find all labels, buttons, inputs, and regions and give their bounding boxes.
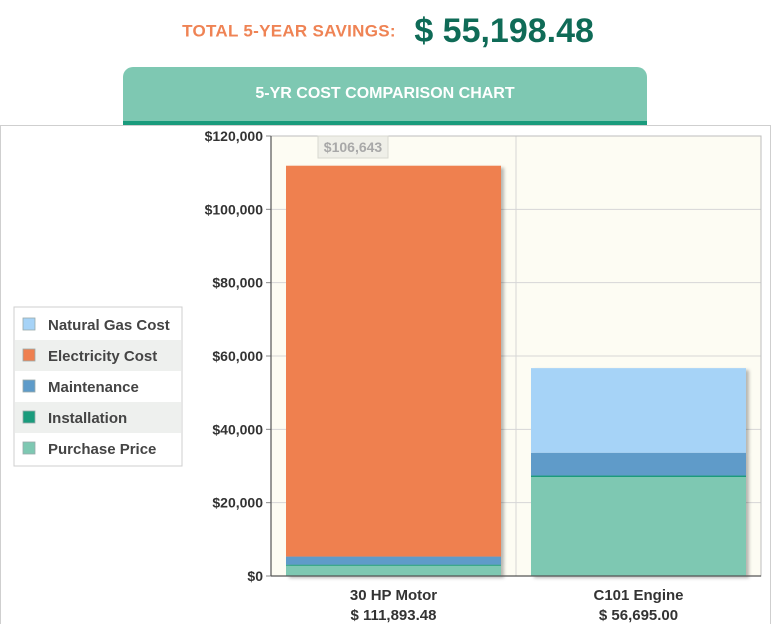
- legend-swatch-installation[interactable]: [22, 410, 36, 424]
- total-savings: TOTAL 5-YEAR SAVINGS: $ 55,198.48: [0, 12, 776, 51]
- y-tick-label: $120,000: [205, 128, 264, 144]
- y-axis: $0 $20,000 $40,000 $60,000 $80,000 $100,000 $1…: [205, 128, 272, 584]
- y-tick-label: $20,000: [212, 495, 263, 511]
- bar-segment-maintenance[interactable]: [531, 452, 746, 476]
- bar-segment-installation[interactable]: [286, 564, 501, 566]
- bar-segment-electricity-cost[interactable]: [286, 165, 501, 557]
- bar-segment-purchase-price[interactable]: [286, 565, 501, 576]
- bars: [286, 165, 746, 576]
- legend-row-stripe: [15, 340, 181, 371]
- legend-label[interactable]: Natural Gas Cost: [48, 317, 170, 334]
- y-tick-label: $40,000: [212, 421, 263, 437]
- y-tick-label: $100,000: [205, 201, 264, 217]
- legend: Natural Gas Cost Electricity Cost Maintena…: [13, 306, 183, 467]
- y-tick-label: $0: [247, 568, 263, 584]
- tab-cost-comparison-chart[interactable]: 5-YR COST COMPARISON CHART: [123, 67, 647, 126]
- legend-swatch-purchase-price[interactable]: [22, 441, 36, 455]
- tooltip-box: [317, 135, 389, 159]
- bar-segment-installation[interactable]: [531, 475, 746, 477]
- bar-segment-natural-gas-cost[interactable]: [531, 368, 746, 453]
- savings-label: TOTAL 5-YEAR SAVINGS:: [182, 21, 396, 41]
- legend-swatch-maintenance[interactable]: [22, 379, 36, 393]
- y-tick-label: $80,000: [212, 275, 263, 291]
- tooltip-text: $106,643: [324, 139, 383, 155]
- legend-label[interactable]: Installation: [48, 410, 127, 427]
- bar-stack-c101-engine[interactable]: [531, 368, 746, 576]
- category-total-label: $ 111,893.48: [351, 607, 437, 624]
- legend-frame: [13, 306, 183, 467]
- y-tick-label: $60,000: [212, 348, 263, 364]
- savings-value: $ 55,198.48: [414, 12, 594, 50]
- x-axis: 30 HP Motor $ 111,893.48 C101 Engine $ 56,6…: [271, 575, 761, 624]
- legend-label[interactable]: Electricity Cost: [48, 348, 157, 365]
- bar-segment-purchase-price[interactable]: [531, 477, 746, 576]
- legend-swatch-natural-gas-cost[interactable]: [22, 317, 36, 331]
- x-tick-label: C101 Engine: [593, 587, 683, 604]
- bar-segment-maintenance[interactable]: [286, 556, 501, 565]
- legend-swatch-electricity-cost[interactable]: [22, 348, 36, 362]
- category-total-label: $ 56,695.00: [599, 607, 678, 624]
- legend-label[interactable]: Maintenance: [48, 379, 139, 396]
- legend-label[interactable]: Purchase Price: [48, 441, 156, 458]
- legend-row-stripe: [15, 402, 181, 433]
- bar-stack-30-hp-motor[interactable]: [286, 165, 501, 576]
- value-tooltip: $106,643: [317, 135, 389, 159]
- x-tick-label: 30 HP Motor: [350, 587, 437, 604]
